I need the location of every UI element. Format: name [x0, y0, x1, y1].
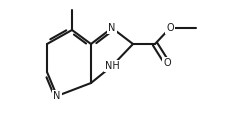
Text: N: N — [53, 91, 61, 101]
Text: O: O — [166, 23, 174, 33]
Text: NH: NH — [105, 61, 119, 71]
Text: O: O — [163, 58, 171, 68]
Text: N: N — [108, 23, 116, 33]
